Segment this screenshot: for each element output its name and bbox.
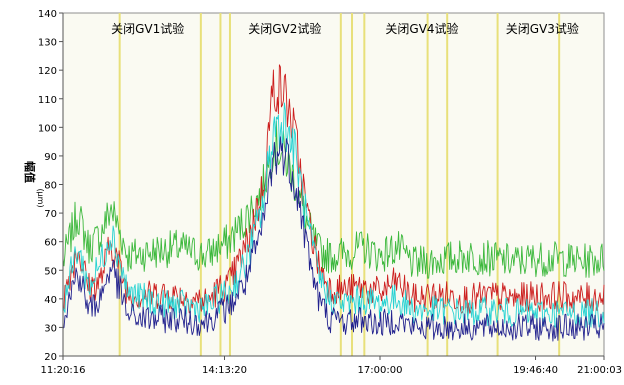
series-line-4 (62, 136, 605, 342)
y-tick-label: 100 (38, 123, 57, 134)
y-tick-label: 60 (44, 238, 57, 249)
y-tick-label: 40 (44, 295, 57, 306)
y-tick-label: 140 (38, 9, 57, 20)
y-tick-label: 110 (38, 95, 57, 106)
x-tick-label: 14:13:20 (202, 365, 247, 376)
event-annotation: 关闭GV2试验 (248, 21, 321, 36)
y-axis: 20 30 40 50 60 70 80 90 100 110 120 130 140 (38, 9, 64, 363)
event-annotation: 关闭GV4试验 (385, 21, 458, 36)
x-tick-label: 17:00:00 (358, 365, 403, 376)
y-tick-label: 120 (38, 66, 57, 77)
x-tick-label: 21:00:03 (577, 365, 622, 376)
y-tick-label: 130 (38, 38, 57, 49)
y-tick-label: 80 (44, 181, 57, 192)
x-tick-label: 11:20:16 (41, 365, 86, 376)
series-line-2 (62, 64, 605, 315)
event-annotation: 关闭GV3试验 (506, 21, 579, 36)
y-tick-label: 30 (44, 323, 57, 334)
y-axis-unit: (μm) (36, 188, 45, 207)
series-line-1 (62, 120, 605, 279)
y-tick-label: 20 (44, 352, 57, 363)
y-tick-label: 50 (44, 266, 57, 277)
y-axis-label: 幅值 (23, 161, 37, 183)
annotation-layer: 关闭GV1试验 关闭GV2试验 关闭GV4试验 关闭GV3试验 (111, 21, 579, 36)
y-tick-label: 70 (44, 209, 57, 220)
series-layer (62, 64, 605, 342)
x-axis: 11:20:16 14:13:20 17:00:00 19:46:40 21:00:03 (41, 355, 622, 376)
event-annotation: 关闭GV1试验 (111, 21, 184, 36)
x-tick-label: 19:46:40 (513, 365, 558, 376)
y-tick-label: 90 (44, 152, 57, 163)
